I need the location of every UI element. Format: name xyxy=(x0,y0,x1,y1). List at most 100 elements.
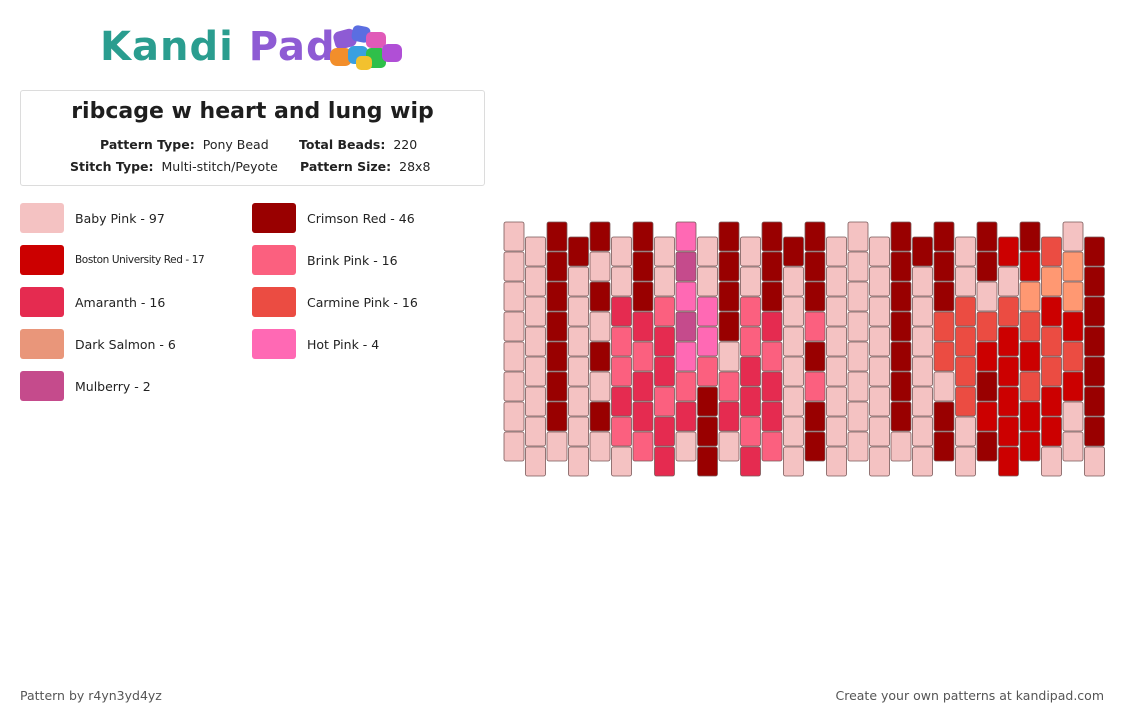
legend-label: Hot Pink - 4 xyxy=(307,337,380,352)
bead xyxy=(826,356,847,387)
bead xyxy=(718,401,740,432)
legend-item: Baby Pink - 97 xyxy=(20,203,250,235)
bead xyxy=(761,221,783,252)
bead xyxy=(955,386,976,417)
bead xyxy=(675,281,697,312)
beads-icon xyxy=(330,25,402,70)
bead xyxy=(976,431,998,462)
bead xyxy=(718,281,740,312)
bead xyxy=(847,371,869,402)
bead xyxy=(933,221,955,252)
bead xyxy=(804,251,826,282)
bead xyxy=(826,326,847,357)
bead xyxy=(976,341,998,372)
bead xyxy=(718,431,740,462)
bead xyxy=(890,311,912,342)
bead xyxy=(998,386,1019,417)
pattern-size: Pattern Size: 28x8 xyxy=(300,159,430,174)
bead xyxy=(525,296,546,327)
color-swatch xyxy=(20,371,64,401)
bead xyxy=(675,251,697,282)
bead xyxy=(1019,341,1041,372)
bead xyxy=(675,431,697,462)
bead xyxy=(998,356,1019,387)
bead xyxy=(611,296,632,327)
bead xyxy=(998,236,1019,267)
bead xyxy=(697,236,718,267)
bead xyxy=(654,446,675,477)
bead xyxy=(740,266,761,297)
bead xyxy=(632,371,654,402)
bead xyxy=(783,446,804,477)
bead xyxy=(869,296,890,327)
pattern-size-value: 28x8 xyxy=(399,159,431,174)
bead xyxy=(890,281,912,312)
legend-item: Carmine Pink - 16 xyxy=(252,287,482,319)
bead xyxy=(503,251,525,282)
bead xyxy=(761,281,783,312)
legend-label: Boston University Red - 17 xyxy=(75,254,205,266)
bead xyxy=(589,371,611,402)
pattern-title: ribcage w heart and lung wip xyxy=(71,99,434,124)
create-patterns-link[interactable]: Create your own patterns at kandipad.com xyxy=(835,688,1104,703)
bead xyxy=(525,386,546,417)
bead xyxy=(804,281,826,312)
bead xyxy=(740,296,761,327)
bead-pattern-grid xyxy=(503,221,1105,477)
bead xyxy=(826,416,847,447)
bead xyxy=(955,326,976,357)
bead xyxy=(503,401,525,432)
color-swatch xyxy=(20,287,64,317)
bead xyxy=(675,221,697,252)
color-swatch xyxy=(252,245,296,275)
legend-label: Brink Pink - 16 xyxy=(307,253,398,268)
bead xyxy=(761,371,783,402)
bead xyxy=(546,431,568,462)
bead xyxy=(503,311,525,342)
bead xyxy=(998,296,1019,327)
bead xyxy=(675,311,697,342)
bead xyxy=(611,416,632,447)
bead xyxy=(697,296,718,327)
bead xyxy=(654,266,675,297)
legend-label: Mulberry - 2 xyxy=(75,379,151,394)
bead xyxy=(761,251,783,282)
bead xyxy=(998,266,1019,297)
bead xyxy=(525,266,546,297)
pattern-type-label: Pattern Type: xyxy=(100,137,195,152)
bead xyxy=(761,401,783,432)
bead xyxy=(783,266,804,297)
bead xyxy=(589,281,611,312)
legend-label: Crimson Red - 46 xyxy=(307,211,415,226)
bead xyxy=(869,266,890,297)
bead xyxy=(697,266,718,297)
bead xyxy=(697,446,718,477)
bead xyxy=(955,266,976,297)
bead xyxy=(611,356,632,387)
total-beads-value: 220 xyxy=(393,137,418,152)
bead xyxy=(503,221,525,252)
bead xyxy=(718,311,740,342)
kandipad-logo[interactable]: Kandi Pad xyxy=(100,22,420,78)
legend-item: Hot Pink - 4 xyxy=(252,329,482,361)
bead xyxy=(783,236,804,267)
bead xyxy=(783,296,804,327)
bead xyxy=(869,326,890,357)
bead xyxy=(826,236,847,267)
bead xyxy=(1041,446,1062,477)
bead xyxy=(847,221,869,252)
bead xyxy=(675,401,697,432)
bead xyxy=(912,296,933,327)
bead xyxy=(654,356,675,387)
bead xyxy=(912,266,933,297)
bead xyxy=(1084,266,1105,297)
bead xyxy=(847,401,869,432)
bead xyxy=(912,356,933,387)
bead xyxy=(1041,266,1062,297)
bead xyxy=(1041,386,1062,417)
logo-word-pad: Pad xyxy=(248,24,336,70)
bead xyxy=(1041,296,1062,327)
stitch-type: Stitch Type: Multi-stitch/Peyote xyxy=(70,159,278,174)
logo-word-kandi: Kandi xyxy=(100,24,234,70)
bead xyxy=(568,326,589,357)
